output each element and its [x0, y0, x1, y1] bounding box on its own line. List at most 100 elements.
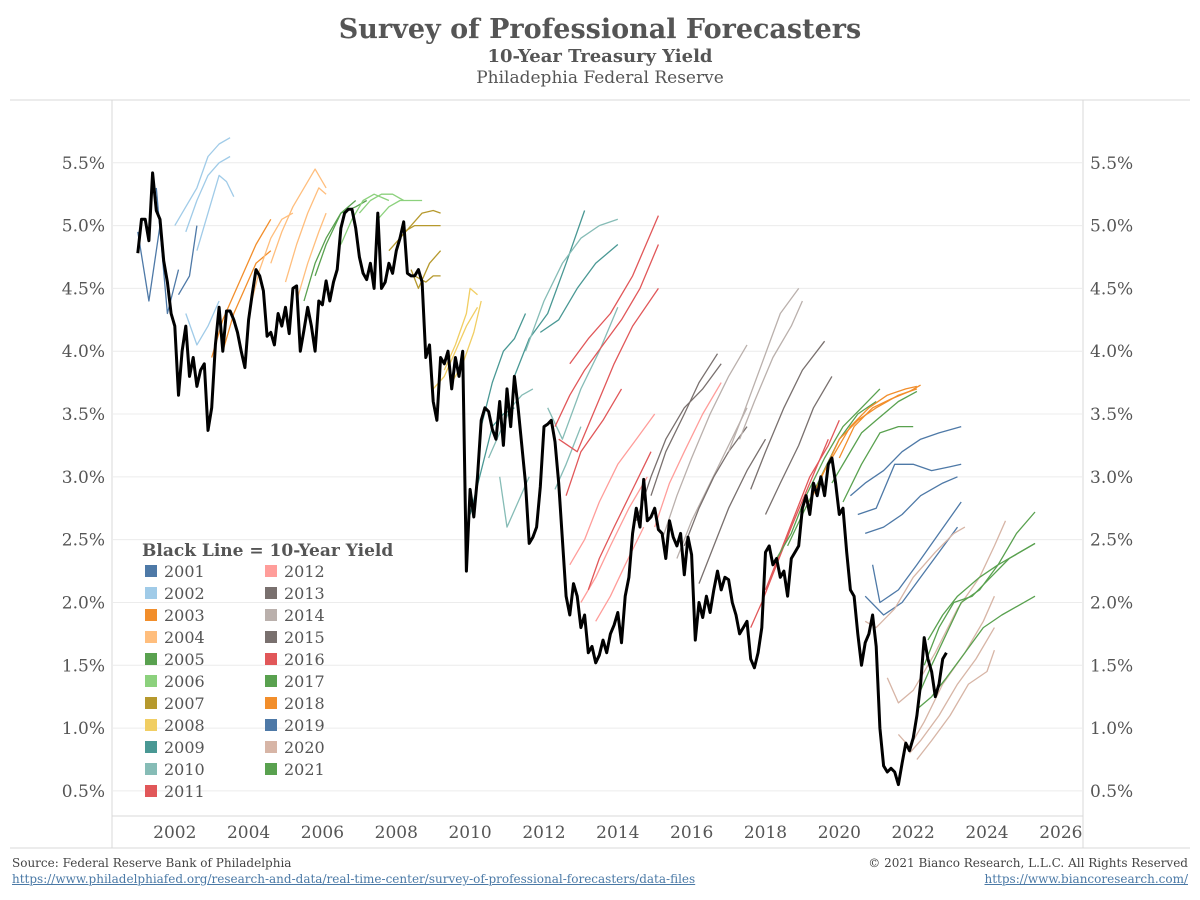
legend-swatch-2007 — [145, 697, 157, 709]
forecast-line-2019 — [864, 476, 958, 535]
forecast-line-2011 — [565, 388, 623, 496]
chart-subtitle: 10-Year Treasury Yield — [487, 46, 713, 67]
forecast-line-2011 — [569, 215, 659, 365]
forecast-line-2012 — [595, 526, 645, 622]
source-label: Source: Federal Reserve Bank of Philadel… — [12, 856, 292, 870]
forecast-line-2001 — [137, 225, 161, 302]
legend-swatch-2018 — [265, 697, 277, 709]
forecast-line-2006 — [358, 193, 405, 214]
forecast-line-2021 — [927, 542, 1036, 641]
legend-swatch-2019 — [265, 719, 277, 731]
legend-label-2021: 2021 — [284, 760, 325, 779]
legend-label-2002: 2002 — [164, 584, 205, 603]
legend-label-2003: 2003 — [164, 606, 205, 625]
y-tick-label-left: 4.0% — [62, 342, 105, 362]
forecast-line-2003 — [222, 250, 272, 352]
legend-label-2020: 2020 — [284, 738, 325, 757]
x-tick-label: 2002 — [153, 823, 196, 843]
forecast-line-2019 — [857, 463, 962, 516]
x-tick-label: 2018 — [744, 823, 787, 843]
legend-label-2010: 2010 — [164, 760, 205, 779]
legend-swatch-2013 — [265, 587, 277, 599]
legend-label-2004: 2004 — [164, 628, 205, 647]
copyright-text: © 2021 Bianco Research, L.L.C. All Right… — [868, 856, 1188, 870]
chart-title: Survey of Professional Forecasters — [338, 14, 862, 45]
forecast-line-2014 — [727, 288, 800, 452]
legend-label-2008: 2008 — [164, 716, 205, 735]
forecast-line-2015 — [750, 340, 826, 490]
y-tick-label-right: 2.5% — [1090, 531, 1133, 551]
x-axis-ticks: 2002 2004 2006 2008 2010 2012 2014 2016 2018 2020… — [153, 823, 1082, 843]
actual-yield-line — [136, 171, 948, 787]
forecast-line-2018 — [838, 384, 921, 459]
y-tick-label-right: 2.0% — [1090, 593, 1133, 613]
legend-swatch-2008 — [145, 719, 157, 731]
legend-swatch-2021 — [265, 763, 277, 775]
legend-swatch-2011 — [145, 785, 157, 797]
legend-swatch-2005 — [145, 653, 157, 665]
forecast-line-2014 — [738, 300, 803, 440]
legend-label-2001: 2001 — [164, 562, 205, 581]
forecast-line-2011 — [554, 244, 659, 427]
forecast-line-2009 — [480, 313, 527, 427]
forecast-line-2004 — [295, 212, 327, 302]
forecast-line-2002 — [185, 300, 220, 346]
forecast-line-2018 — [820, 385, 918, 478]
x-tick-label: 2026 — [1039, 823, 1082, 843]
y-tick-label-right: 0.5% — [1090, 782, 1133, 802]
x-tick-label: 2020 — [818, 823, 861, 843]
legend-swatch-2012 — [265, 565, 277, 577]
forecast-line-2004 — [284, 187, 327, 283]
legend-label-2017: 2017 — [284, 672, 325, 691]
forecast-line-2012 — [654, 382, 722, 528]
legend-swatch-2015 — [265, 631, 277, 643]
y-tick-label-right: 1.5% — [1090, 656, 1133, 676]
y-tick-label-left: 1.5% — [62, 656, 105, 676]
y-axis-ticks: 0.5% 0.5% 1.0% 1.0% 1.5% 1.5% 2.0% 2.0% 2.5% 2.5%… — [62, 154, 1133, 802]
legend-label-2016: 2016 — [284, 650, 325, 669]
x-tick-label: 2010 — [448, 823, 491, 843]
forecast-line-2021 — [916, 595, 1036, 710]
y-tick-label-right: 3.0% — [1090, 468, 1133, 488]
forecast-line-2014 — [676, 407, 748, 559]
footer-copyright: © 2021 Bianco Research, L.L.C. All Right… — [868, 855, 1188, 887]
legend-label-2018: 2018 — [284, 694, 325, 713]
forecast-line-2020 — [864, 526, 966, 629]
y-tick-label-left: 5.5% — [62, 154, 105, 174]
ten-year-yield-line — [136, 171, 948, 787]
forecast-line-2007 — [414, 275, 441, 283]
forecast-line-2002 — [174, 137, 231, 226]
forecast-line-2005 — [314, 199, 368, 277]
legend-swatch-2003 — [145, 609, 157, 621]
x-tick-label: 2008 — [375, 823, 418, 843]
forecast-line-2002 — [196, 174, 235, 251]
source-link[interactable]: https://www.philadelphiafed.org/research… — [12, 872, 696, 886]
gridlines — [112, 162, 1083, 792]
chart-source-org: Philadephia Federal Reserve — [476, 68, 724, 88]
forecast-line-2020 — [897, 595, 995, 748]
forecast-line-2012 — [569, 413, 656, 566]
legend-label-2013: 2013 — [284, 584, 325, 603]
forecast-line-2015 — [683, 426, 748, 547]
y-tick-label-left: 3.5% — [62, 405, 105, 425]
legend-label-2007: 2007 — [164, 694, 205, 713]
legend-label-2019: 2019 — [284, 716, 325, 735]
forecast-line-2007 — [403, 224, 441, 233]
forecast-line-2013 — [650, 353, 719, 496]
forecast-line-2010 — [524, 218, 619, 352]
y-tick-label-left: 2.0% — [62, 593, 105, 613]
legend-swatch-2006 — [145, 675, 157, 687]
forecast-line-2010 — [499, 476, 530, 528]
x-tick-label: 2004 — [227, 823, 270, 843]
forecast-line-2005 — [303, 200, 357, 302]
site-link[interactable]: https://www.biancoresearch.com/ — [984, 872, 1188, 886]
forecast-line-2019 — [871, 501, 962, 604]
legend-label-2005: 2005 — [164, 650, 205, 669]
legend-swatch-2014 — [265, 609, 277, 621]
x-tick-label: 2012 — [522, 823, 565, 843]
forecast-line-2015 — [764, 376, 833, 515]
forecast-line-2009 — [539, 244, 619, 333]
forecast-line-2004 — [270, 168, 327, 264]
